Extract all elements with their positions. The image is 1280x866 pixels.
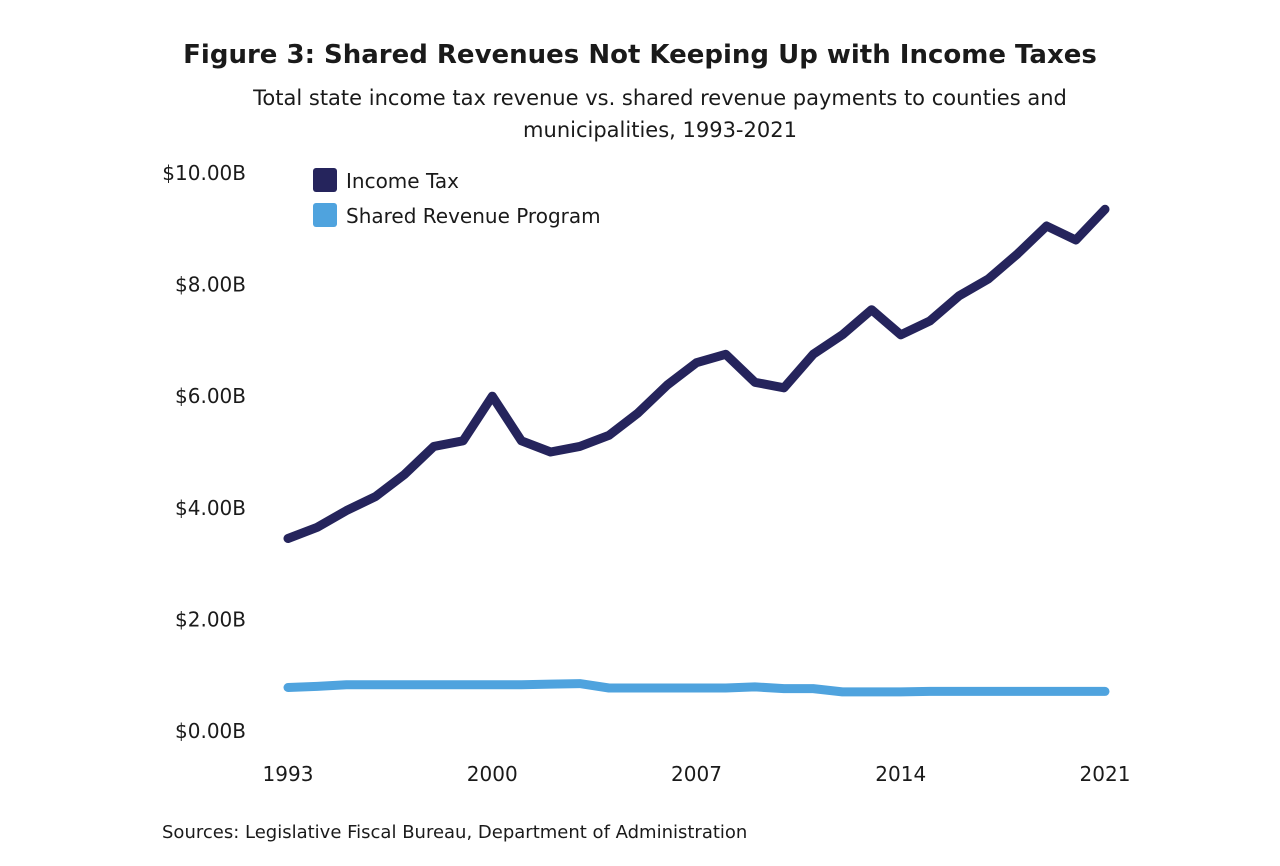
x-tick-label: 2007	[671, 762, 722, 786]
source-note: Sources: Legislative Fiscal Bureau, Depa…	[162, 822, 748, 843]
y-tick-label: $10.00B	[162, 161, 246, 185]
y-tick-label: $8.00B	[175, 273, 246, 297]
x-tick-label: 1993	[263, 762, 314, 786]
y-tick-label: $2.00B	[175, 607, 246, 631]
x-tick-label: 2000	[467, 762, 518, 786]
legend-swatch	[313, 168, 337, 192]
income-tax-line	[283, 204, 1110, 543]
y-tick-label: $0.00B	[175, 719, 246, 743]
chart-subtitle: Total state income tax revenue vs. share…	[253, 86, 1067, 142]
legend-swatch	[313, 203, 337, 227]
shared-revenue-line	[283, 679, 1110, 697]
x-tick-label: 2014	[875, 762, 926, 786]
legend-label: Shared Revenue Program	[346, 204, 601, 228]
y-tick-label: $4.00B	[175, 496, 246, 520]
legend-label: Income Tax	[346, 169, 459, 193]
y-tick-label: $6.00B	[175, 384, 246, 408]
chart-title: Figure 3: Shared Revenues Not Keeping Up…	[183, 40, 1097, 70]
x-tick-label: 2021	[1080, 762, 1131, 786]
